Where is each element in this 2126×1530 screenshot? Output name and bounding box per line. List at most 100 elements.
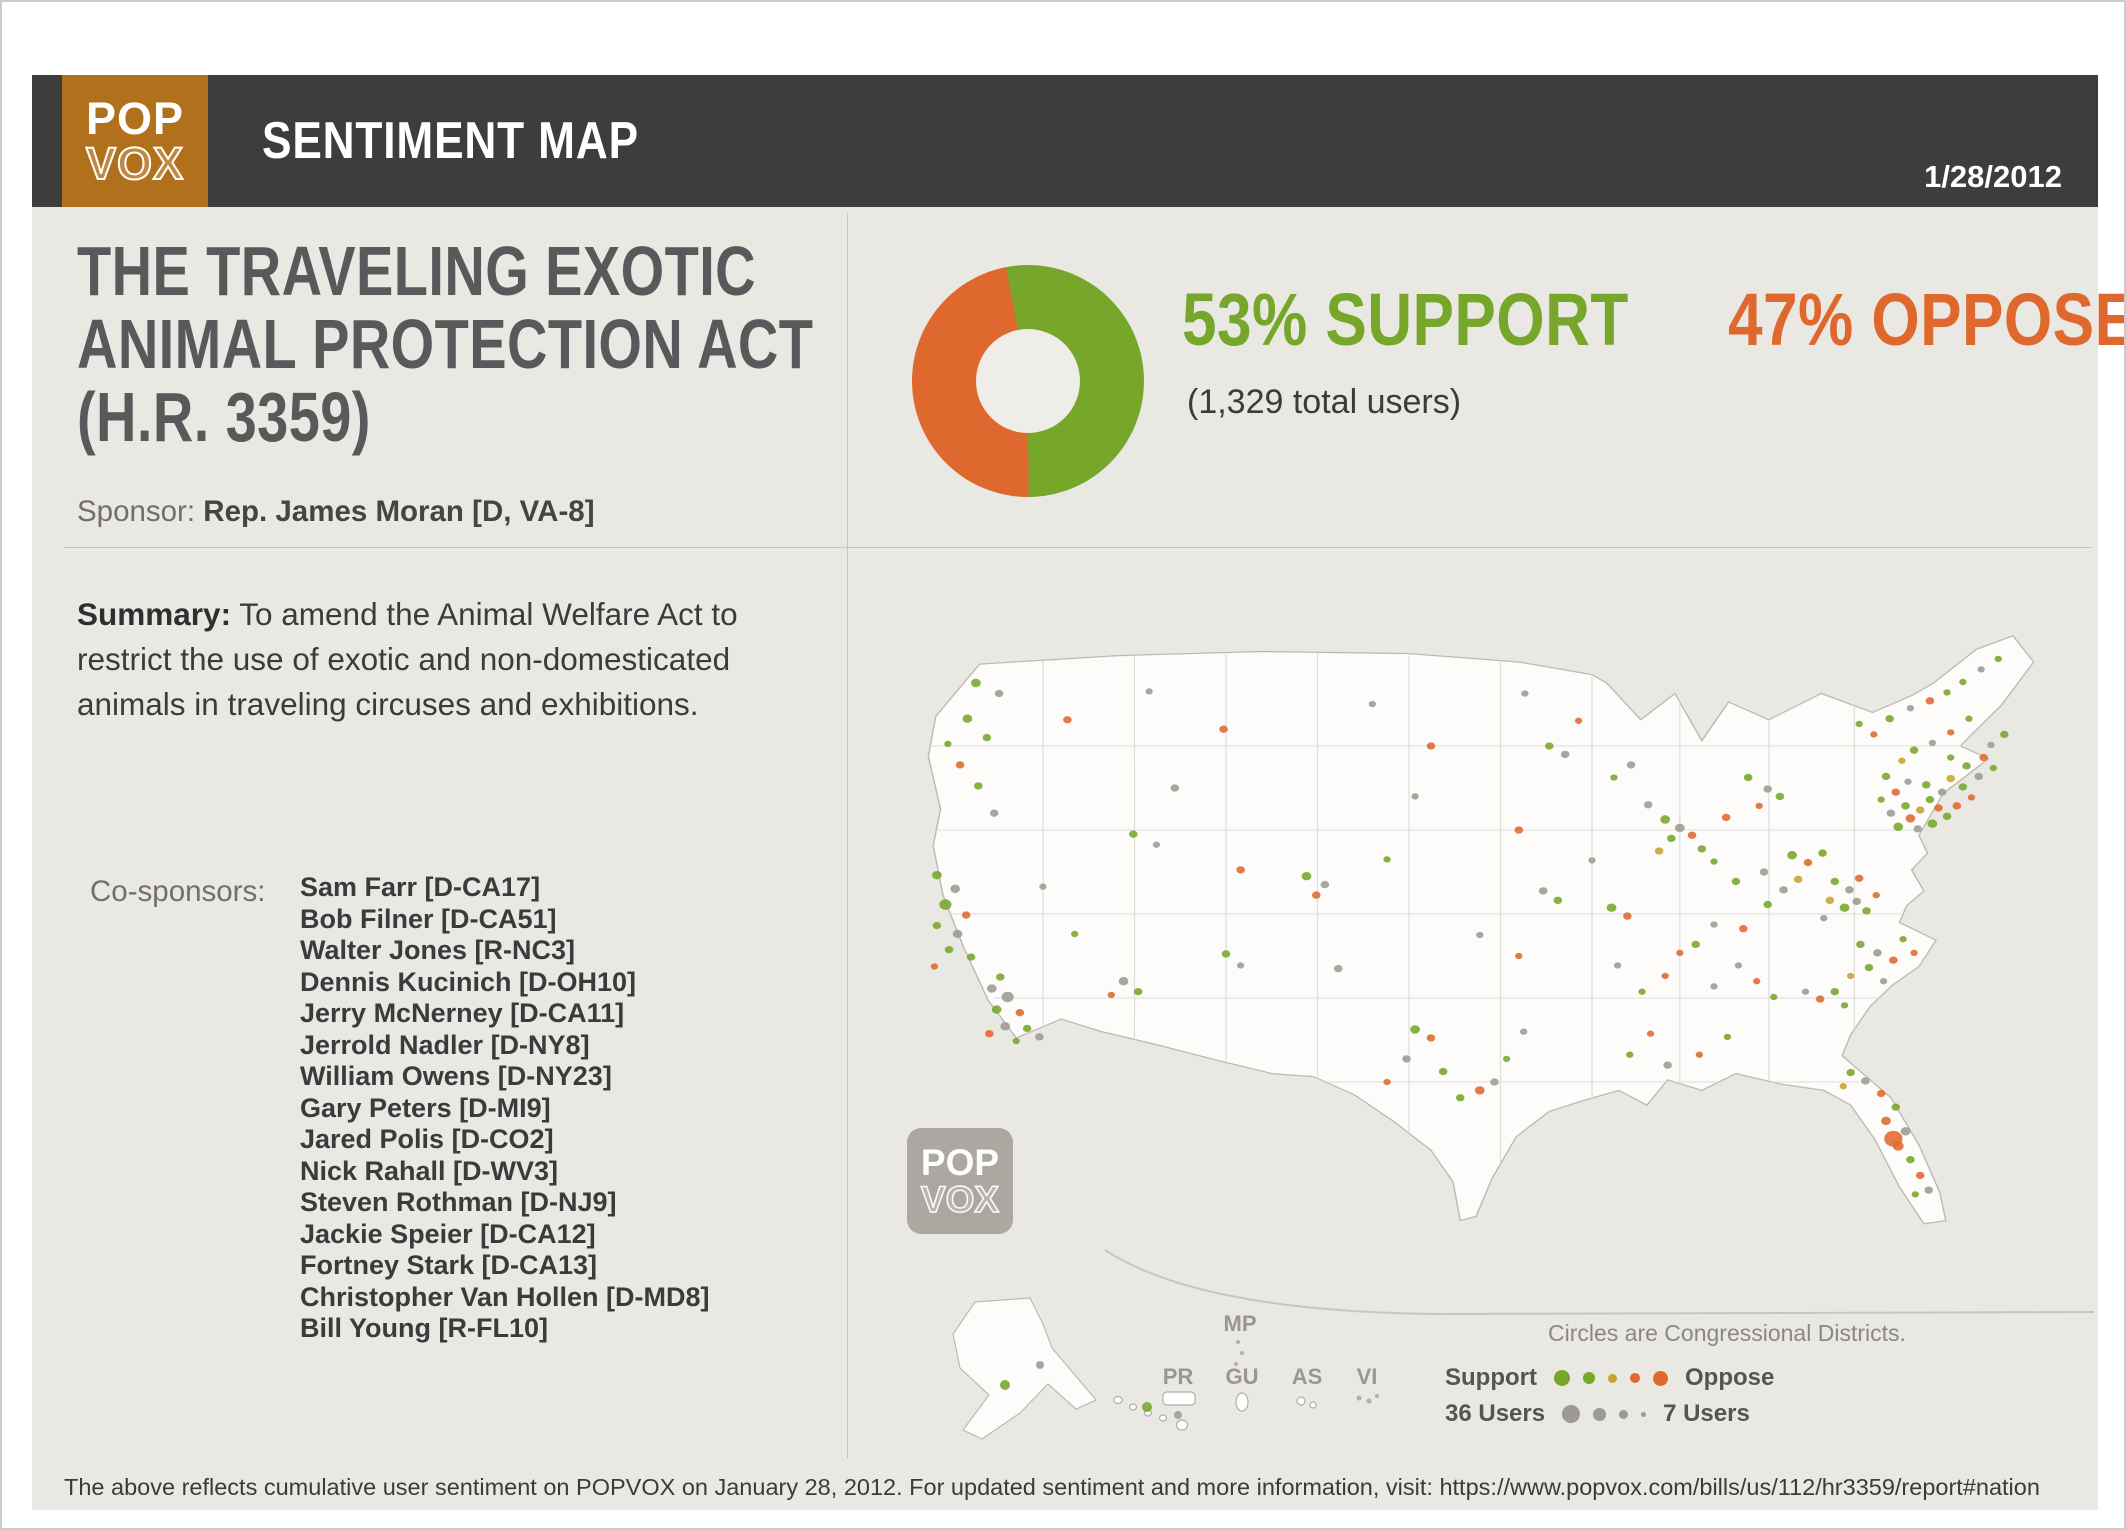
- district-dot: [1410, 1025, 1420, 1034]
- district-dot: [1862, 907, 1871, 915]
- cosponsor-item: Jared Polis [D-CO2]: [300, 1124, 554, 1154]
- district-dot: [1145, 688, 1153, 695]
- district-dot: [1889, 956, 1898, 964]
- district-dot: [1846, 1068, 1855, 1077]
- district-dot: [1803, 858, 1813, 867]
- district-dot: [1965, 715, 1973, 722]
- district-dot: [1854, 874, 1864, 882]
- content-area: THE TRAVELING EXOTIC ANIMAL PROTECTION AC…: [32, 207, 2124, 1510]
- district-dot: [1753, 978, 1761, 985]
- bill-title-line: (H.R. 3359): [77, 378, 371, 456]
- district-dot: [1962, 762, 1971, 770]
- district-dot: [1174, 1411, 1182, 1419]
- state-borders: [928, 640, 2026, 1224]
- district-dot: [1879, 978, 1888, 985]
- legend-min-users-label: 7 Users: [1663, 1400, 1750, 1427]
- district-dot: [1856, 940, 1865, 949]
- donut-hole: [976, 329, 1080, 433]
- district-dot: [1934, 804, 1943, 812]
- district-dot: [1731, 877, 1741, 886]
- sentiment-stats: 53% SUPPORT 47% OPPOSE: [1182, 277, 2126, 362]
- district-dot: [1301, 872, 1312, 881]
- district-dot: [1775, 792, 1785, 801]
- territory-label: MP: [1224, 1311, 1257, 1336]
- cosponsor-item: Nick Rahall [D-WV3]: [300, 1155, 559, 1186]
- legend-size-row: 36 Users 7 Users: [1445, 1396, 1774, 1432]
- district-dot: [932, 921, 942, 930]
- district-dot: [1864, 963, 1874, 972]
- district-dot: [1674, 823, 1685, 833]
- district-dot: [1906, 705, 1915, 712]
- district-dot: [1236, 962, 1245, 969]
- district-dot: [1502, 1055, 1511, 1063]
- district-dot: [2000, 730, 2009, 739]
- district-dot: [1872, 891, 1880, 899]
- district-dot: [1036, 1361, 1044, 1369]
- territory-label: VI: [1357, 1364, 1378, 1389]
- popvox-logo-pop: POP: [85, 93, 185, 144]
- sponsor-label: Sponsor:: [77, 495, 196, 528]
- district-dot: [1107, 991, 1115, 998]
- district-dot: [1490, 1078, 1499, 1086]
- district-dot: [982, 733, 992, 742]
- district-dot: [1663, 1061, 1672, 1069]
- district-dot: [1521, 690, 1529, 697]
- district-dot: [1904, 778, 1912, 785]
- district-dot: [1383, 856, 1391, 863]
- legend-dot: [1553, 1370, 1570, 1386]
- district-dot: [1320, 880, 1330, 889]
- cosponsor-item: Fortney Stark [D-CA13]: [300, 1250, 598, 1280]
- district-dot: [930, 963, 939, 970]
- district-dot: [1739, 925, 1748, 933]
- district-dot: [1514, 826, 1524, 834]
- district-dot: [1906, 1156, 1915, 1164]
- district-dot: [994, 689, 1004, 698]
- district-dot: [1947, 754, 1955, 761]
- watermark-vox: VOX: [920, 1179, 1000, 1220]
- district-dot: [1426, 742, 1436, 750]
- cosponsor-item: Jerry McNerney [D-CA11]: [300, 998, 625, 1028]
- district-dot: [1877, 796, 1885, 803]
- district-dot: [1959, 678, 1967, 686]
- district-dot: [1755, 802, 1763, 809]
- district-dot: [1787, 851, 1797, 860]
- district-dot: [1001, 991, 1014, 1003]
- legend-size-dot: [1562, 1405, 1581, 1423]
- district-dot: [1967, 794, 1976, 801]
- cosponsor-item: Bob Filner [D-CA51]: [300, 903, 557, 934]
- us-outline: [927, 634, 2035, 1225]
- district-dot: [1455, 1094, 1465, 1102]
- district-dot: [955, 761, 965, 769]
- district-dot: [1891, 788, 1901, 796]
- header-bar: POP VOX SENTIMENT MAP 1/28/2012: [32, 75, 2098, 207]
- district-dot: [950, 884, 961, 893]
- legend-max-users-label: 36 Users: [1445, 1400, 1546, 1427]
- district-dot: [1710, 921, 1718, 928]
- district-dot: [1989, 764, 1998, 772]
- sentiment-donut: [912, 265, 1144, 497]
- district-dot: [986, 984, 997, 993]
- cosponsor-item: William Owens [D-NY23]: [300, 1061, 612, 1091]
- district-dot: [1118, 977, 1129, 986]
- oppose-stat: 47% OPPOSE: [1727, 278, 2126, 361]
- district-dot: [1886, 809, 1896, 817]
- summary-text: To amend the Animal Welfare Act to restr…: [77, 596, 738, 722]
- report-title: SENTIMENT MAP: [262, 112, 639, 170]
- district-dot: [1763, 785, 1772, 793]
- inset-territories: [1162, 1340, 1379, 1412]
- inset-alaska: [952, 1297, 1097, 1440]
- district-dot: [1974, 772, 1984, 781]
- district-dot: [1538, 887, 1548, 895]
- district-dot: [974, 782, 983, 790]
- district-dot: [1723, 1033, 1732, 1040]
- cosponsor-item: Bill Young [R-FL10]: [300, 1313, 548, 1343]
- district-dot: [1943, 689, 1951, 696]
- district-dot: [1667, 834, 1676, 843]
- inset-divider-curve: [1104, 1249, 2094, 1316]
- popvox-watermark: POP VOX: [907, 1128, 1013, 1234]
- district-dot: [961, 911, 971, 919]
- legend-dot: [1582, 1372, 1595, 1384]
- district-dots-layer: [930, 655, 2009, 1198]
- footer-note: The above reflects cumulative user senti…: [64, 1474, 2040, 1500]
